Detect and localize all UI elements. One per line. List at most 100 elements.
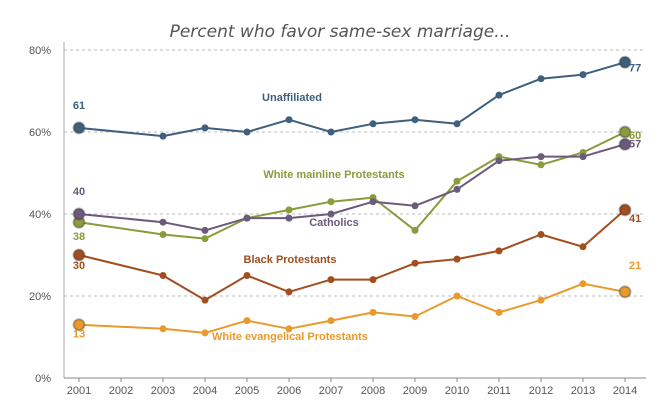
start-value-label: 40 [73,186,85,198]
series-name-label: Unaffiliated [262,92,322,104]
data-point [159,218,167,226]
data-point [618,137,632,151]
x-tick-label: 2008 [361,385,385,397]
series-group [72,55,632,337]
data-point [72,121,86,135]
data-point [618,125,632,139]
data-point [537,231,545,238]
data-point [453,185,461,193]
y-tick-label: 40% [29,209,51,221]
x-tick-label: 2004 [193,385,217,397]
x-tick-label: 2007 [319,385,343,397]
data-point [72,318,86,332]
series-name-label: White evangelical Protestants [212,331,368,343]
data-point [411,259,419,267]
data-point [327,276,335,284]
data-point [537,153,545,161]
data-point [618,285,632,299]
series-name-label: Catholics [309,217,359,229]
data-point [201,329,209,337]
data-point [453,255,461,263]
series-name-label: White mainline Protestants [263,169,404,181]
label-group: Unaffiliated White mainline Protestants Ca… [73,62,641,343]
end-value-label: 57 [629,138,641,150]
y-tick-label: 80% [29,45,51,57]
data-point [579,153,587,161]
data-point [537,296,545,304]
data-point [537,75,545,83]
x-tick-label: 2011 [487,385,511,397]
data-point [159,325,167,333]
data-point [618,55,632,69]
series-line-4 [78,282,626,334]
end-value-label: 60 [629,130,641,142]
x-tick-label: 2002 [109,385,133,397]
data-point [495,247,503,255]
data-point [495,157,503,165]
y-tick-label: 0% [35,373,51,385]
data-point [618,203,632,217]
data-point [159,132,167,140]
data-point [411,226,419,234]
data-point [369,198,377,206]
data-point [495,91,503,99]
data-point [201,296,209,304]
y-tick-label: 20% [29,291,51,303]
data-point [285,325,293,333]
data-point [495,308,503,316]
data-point [201,235,209,243]
data-point [369,276,377,284]
x-tick-label: 2003 [151,385,175,397]
data-point [285,214,293,222]
end-value-label: 21 [629,260,641,272]
data-point [201,124,209,132]
data-point [327,317,335,325]
end-value-label: 77 [629,62,641,74]
data-point [72,248,86,262]
y-tick-label: 60% [29,127,51,139]
data-point [453,177,461,185]
x-tick-label: 2012 [529,385,553,397]
x-tick-label: 2006 [277,385,301,397]
data-point [453,292,461,300]
data-point [243,272,251,279]
x-tick-label: 2014 [613,385,637,397]
series-name-label: Black Protestants [244,254,337,266]
data-point [327,210,335,218]
data-point [285,206,293,214]
start-value-label: 61 [73,100,85,112]
data-point [369,308,377,316]
data-point [243,128,251,136]
data-point [537,161,545,169]
data-point [579,280,587,288]
data-point [243,317,251,325]
series-line-0 [78,61,626,138]
data-point [327,128,335,136]
data-point [411,313,419,320]
start-value-label: 13 [73,329,85,341]
data-point [285,116,293,124]
data-point [453,120,461,128]
data-point [285,288,293,296]
data-point [243,214,251,222]
data-point [159,231,167,238]
x-tick-label: 2005 [235,385,259,397]
data-point [369,120,377,128]
start-value-label: 30 [73,260,85,272]
data-point [411,202,419,210]
data-point [72,207,86,221]
start-value-label: 38 [73,231,85,243]
chart-title: Percent who favor same-sex marriage... [170,22,511,42]
data-point [579,71,587,79]
data-point [579,243,587,251]
data-point [201,226,209,234]
data-point [411,116,419,124]
x-tick-label: 2009 [403,385,427,397]
data-point [327,198,335,206]
x-tick-label: 2010 [445,385,469,397]
grid [64,49,646,297]
axes: 0% 20% 40% 60% 80% 2001 2002 2003 2004 2005 2006 20… [29,42,646,397]
x-tick-label: 2013 [571,385,595,397]
data-point [159,272,167,279]
